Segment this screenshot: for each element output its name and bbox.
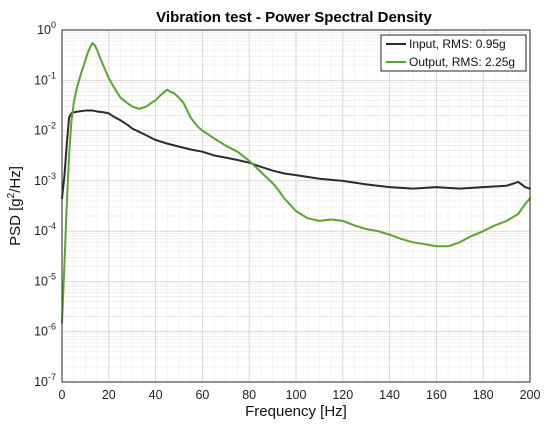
x-tick-label: 80 (242, 388, 256, 402)
legend-label-output: Output, RMS: 2.25g (409, 55, 515, 69)
x-axis-label: Frequency [Hz] (245, 403, 347, 420)
x-tick-label: 40 (149, 388, 163, 402)
series-layer (61, 42, 531, 324)
y-tick-label: 10-6 (34, 322, 56, 339)
legend-box (380, 34, 527, 72)
x-tick-label: 60 (195, 388, 209, 402)
y-tick-label: 10-2 (34, 121, 56, 138)
series-line-input (61, 109, 531, 200)
x-tick-label: 120 (332, 388, 353, 402)
x-tick-label: 160 (426, 388, 447, 402)
y-tick-label: 100 (37, 20, 56, 37)
x-tick-label: 0 (59, 388, 66, 402)
y-tick-label: 10-4 (34, 221, 56, 238)
y-axis-label: PSD [g2/Hz] (6, 166, 24, 246)
y-tick-label: 10-3 (34, 171, 56, 188)
legend: Input, RMS: 0.95g Output, RMS: 2.25g (380, 34, 527, 72)
chart-title: Vibration test - Power Spectral Density (156, 9, 432, 26)
x-tick-label: 20 (102, 388, 116, 402)
x-tick-label: 180 (473, 388, 494, 402)
y-tick-label: 10-5 (34, 271, 56, 288)
legend-label-input: Input, RMS: 0.95g (409, 37, 506, 51)
y-tick-labels: 10-7 10-6 10-5 10-4 10-3 10-2 10-1 100 (34, 20, 56, 389)
series-line-output (61, 42, 531, 324)
plot-frame (61, 29, 531, 383)
x-tick-label: 200 (520, 388, 541, 402)
y-tick-label: 10-7 (34, 372, 56, 389)
x-tick-labels: 0 20 40 60 80 100 120 140 160 180 200 (59, 388, 541, 402)
y-tick-label: 10-1 (34, 70, 56, 87)
x-tick-label: 100 (286, 388, 307, 402)
x-tick-label: 140 (379, 388, 400, 402)
